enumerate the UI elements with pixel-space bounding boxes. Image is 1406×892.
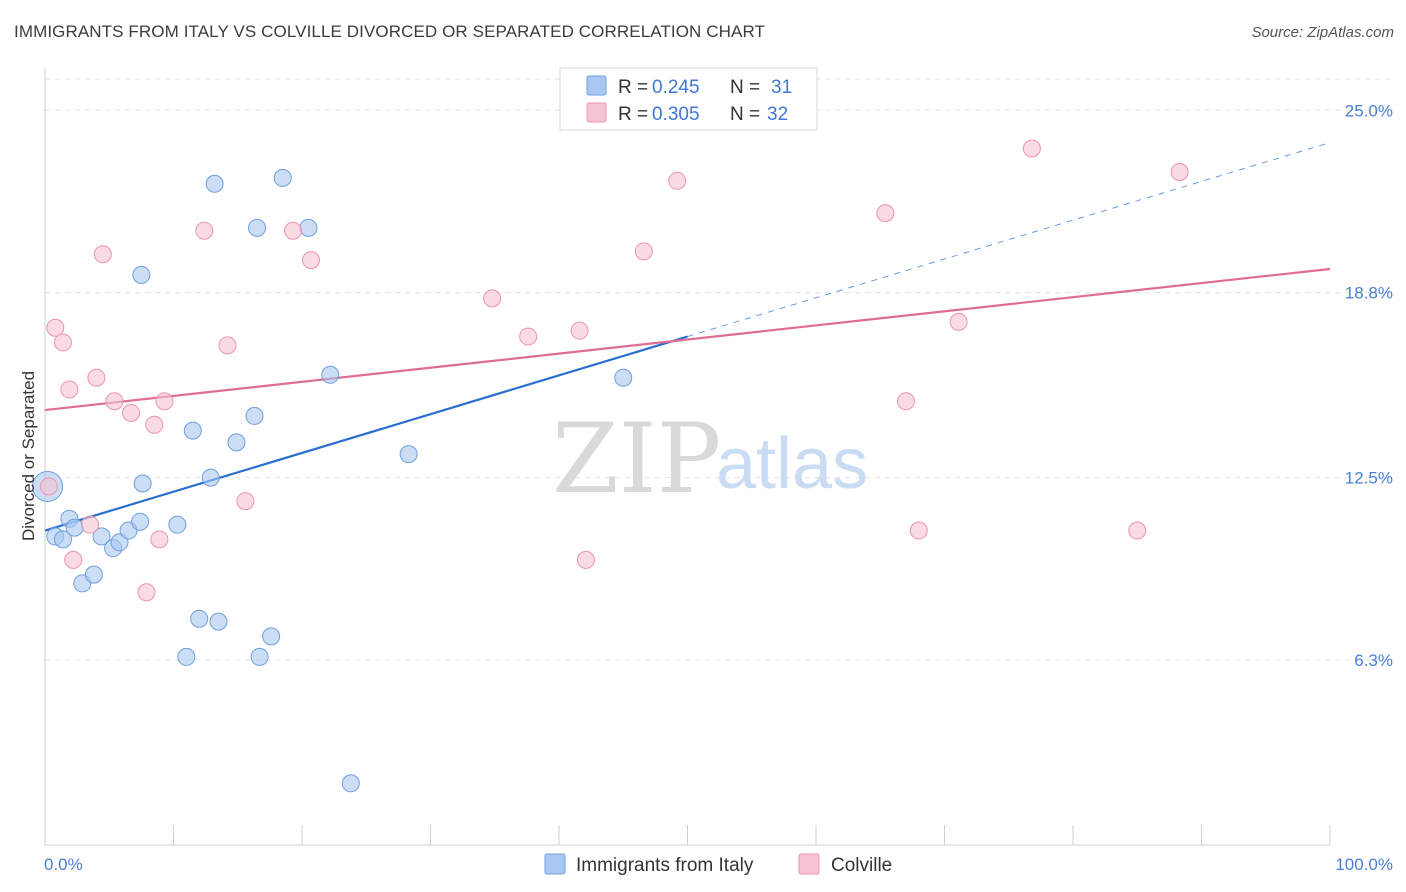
point-italy xyxy=(299,218,318,237)
watermark: ZIP atlas xyxy=(552,403,868,515)
point-colville xyxy=(87,368,106,387)
y-tick-labels: 6.3% 12.5% 18.8% 25.0% xyxy=(1345,101,1393,670)
point-colville xyxy=(155,392,174,411)
point-italy xyxy=(65,518,84,537)
point-italy xyxy=(183,421,202,440)
watermark-atlas: atlas xyxy=(716,424,868,504)
x-tick-label-min: 0.0% xyxy=(44,855,83,874)
point-colville xyxy=(634,242,653,261)
point-colville xyxy=(105,392,124,411)
point-italy xyxy=(168,515,187,534)
point-colville xyxy=(949,312,968,331)
point-italy xyxy=(205,174,224,193)
point-italy xyxy=(190,609,209,628)
point-colville xyxy=(218,336,237,355)
watermark-zip: ZIP xyxy=(552,403,721,515)
chart-title: IMMIGRANTS FROM ITALY VS COLVILLE DIVORC… xyxy=(14,22,766,41)
legend-swatch-colville xyxy=(586,102,607,123)
point-italy xyxy=(133,474,152,493)
point-italy xyxy=(399,445,418,464)
legend-swatch-italy xyxy=(586,75,607,96)
point-colville xyxy=(150,530,169,549)
point-colville xyxy=(236,492,255,511)
point-colville xyxy=(284,221,303,240)
point-italy xyxy=(132,265,151,284)
point-colville xyxy=(668,171,687,190)
point-colville xyxy=(519,327,538,346)
point-colville xyxy=(570,321,589,340)
point-colville xyxy=(1170,162,1189,181)
trend-line-italy-extension xyxy=(687,142,1331,338)
trend-line-italy xyxy=(44,335,688,532)
y-axis-label: Divorced or Separated xyxy=(19,371,38,541)
point-italy xyxy=(614,368,633,387)
source-credit: Source: ZipAtlas.com xyxy=(1251,24,1394,41)
data-points xyxy=(32,139,1189,793)
point-italy xyxy=(53,530,72,549)
y-tick-label: 18.8% xyxy=(1345,283,1393,302)
legend: R = 0.245 N = 31 R = 0.305 N = 32 xyxy=(559,67,818,131)
bottom-legend-swatch-colville xyxy=(798,853,820,875)
y-tick-label: 6.3% xyxy=(1354,651,1393,670)
point-colville xyxy=(80,515,99,534)
point-italy xyxy=(92,527,111,546)
legend-r-label: R = xyxy=(618,104,648,125)
point-italy xyxy=(201,468,220,487)
point-italy xyxy=(177,647,196,666)
bottom-legend: Immigrants from Italy Colville xyxy=(544,853,892,876)
legend-n-label: N = xyxy=(730,77,760,98)
gridlines xyxy=(45,78,1392,661)
legend-n-value-italy: 31 xyxy=(771,77,792,98)
point-colville xyxy=(39,477,58,496)
point-colville xyxy=(122,403,141,422)
point-italy xyxy=(262,627,281,646)
legend-r-value-italy: 0.245 xyxy=(652,77,700,98)
point-colville xyxy=(93,245,112,264)
point-colville xyxy=(137,583,156,602)
point-colville xyxy=(909,521,928,540)
legend-r-label: R = xyxy=(618,77,648,98)
point-italy xyxy=(245,406,264,425)
point-colville xyxy=(896,392,915,411)
point-colville xyxy=(576,550,595,569)
point-colville xyxy=(1128,521,1147,540)
point-colville xyxy=(483,289,502,308)
bottom-legend-swatch-italy xyxy=(544,853,566,875)
point-italy xyxy=(250,647,269,666)
axes xyxy=(44,68,1331,846)
trend-lines xyxy=(44,142,1331,532)
point-colville xyxy=(53,333,72,352)
point-italy xyxy=(321,365,340,384)
point-italy xyxy=(84,565,103,584)
x-tick-labels: 0.0% 100.0% xyxy=(44,855,1393,874)
point-italy xyxy=(209,612,228,631)
point-italy xyxy=(273,168,292,187)
x-tick-label-max: 100.0% xyxy=(1335,855,1393,874)
point-italy xyxy=(248,218,267,237)
bottom-legend-label-italy: Immigrants from Italy xyxy=(576,855,754,876)
y-tick-label: 12.5% xyxy=(1345,469,1393,488)
point-colville xyxy=(301,251,320,270)
point-colville xyxy=(46,318,65,337)
point-colville xyxy=(876,204,895,223)
point-colville xyxy=(195,221,214,240)
point-italy xyxy=(131,512,150,531)
legend-r-value-colville: 0.305 xyxy=(652,104,700,125)
point-colville xyxy=(60,380,79,399)
legend-n-value-colville: 32 xyxy=(767,104,788,125)
point-italy xyxy=(341,774,360,793)
point-colville xyxy=(145,415,164,434)
y-tick-label: 25.0% xyxy=(1345,101,1393,120)
trend-line-colville xyxy=(44,267,1331,412)
point-italy xyxy=(227,433,246,452)
point-colville xyxy=(1022,139,1041,158)
point-colville xyxy=(64,550,83,569)
bottom-legend-label-colville: Colville xyxy=(831,855,892,876)
legend-n-label: N = xyxy=(730,104,760,125)
